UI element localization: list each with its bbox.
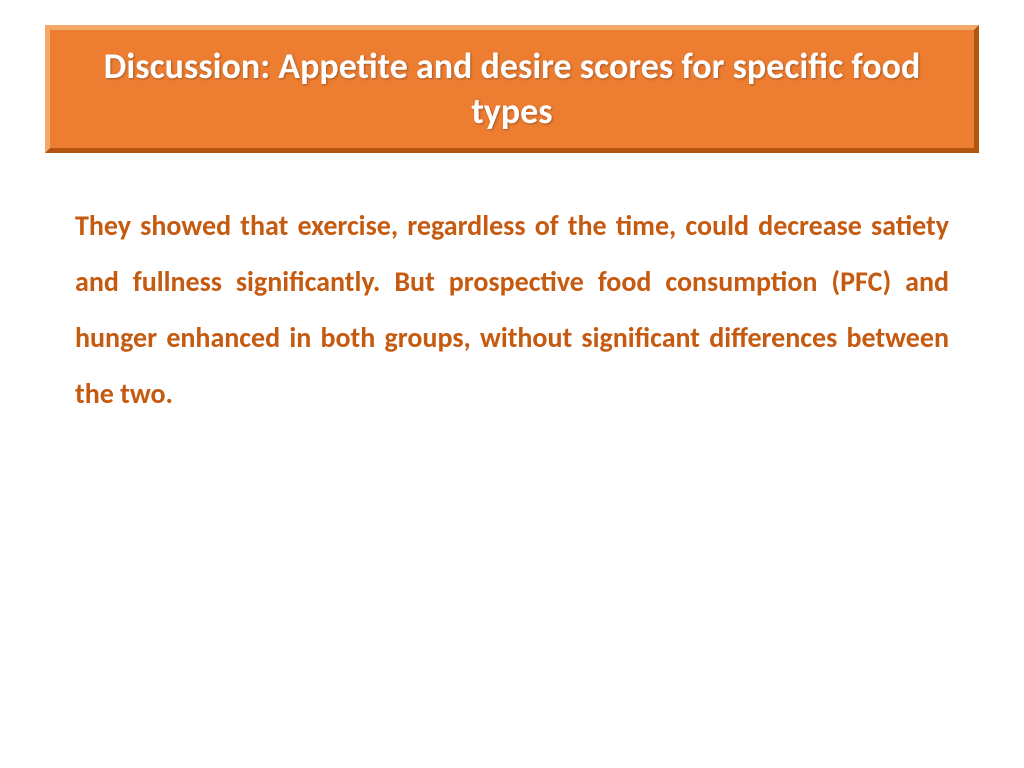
slide-body: They showed that exercise, regardless of… [45,198,979,422]
slide-container: Discussion: Appetite and desire scores f… [0,0,1024,768]
title-box: Discussion: Appetite and desire scores f… [45,25,979,153]
slide-title: Discussion: Appetite and desire scores f… [80,44,944,134]
